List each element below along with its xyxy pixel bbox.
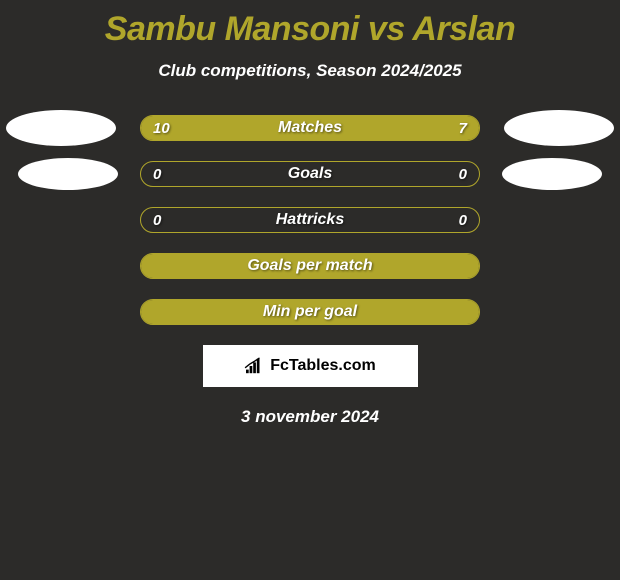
comparison-container: Sambu Mansoni vs Arslan Club competition… [0,0,620,427]
stats-list: 10 Matches 7 0 Goals 0 0 Hattricks 0 Goals per ma… [0,115,620,325]
stat-bar: Goals per match [140,253,480,279]
stat-value-left: 10 [153,120,170,137]
stat-row: 10 Matches 7 [0,115,620,141]
stat-row: Goals per match [0,253,620,279]
chart-icon [244,357,266,375]
player-avatar-right [504,110,614,146]
player-avatar-left [6,110,116,146]
stat-row: 0 Hattricks 0 [0,207,620,233]
stat-bar: 0 Goals 0 [140,161,480,187]
stat-bar: 0 Hattricks 0 [140,207,480,233]
player-avatar-left [18,158,118,190]
player-avatar-right [502,158,602,190]
attribution-text: FcTables.com [270,357,376,375]
subtitle: Club competitions, Season 2024/2025 [158,61,461,81]
page-title: Sambu Mansoni vs Arslan [105,10,515,49]
stat-label: Goals per match [247,257,372,275]
stat-value-left: 0 [153,166,161,183]
stat-label: Min per goal [263,303,357,321]
attribution-badge[interactable]: FcTables.com [203,345,418,387]
stat-value-left: 0 [153,212,161,229]
stat-value-right: 7 [459,120,467,137]
stat-row: 0 Goals 0 [0,161,620,187]
stat-value-right: 0 [459,166,467,183]
stat-bar: Min per goal [140,299,480,325]
date-text: 3 november 2024 [241,407,379,427]
stat-value-right: 0 [459,212,467,229]
stat-label: Matches [278,119,342,137]
stat-label: Hattricks [276,211,344,229]
stat-label: Goals [288,165,332,183]
stat-row: Min per goal [0,299,620,325]
stat-bar: 10 Matches 7 [140,115,480,141]
